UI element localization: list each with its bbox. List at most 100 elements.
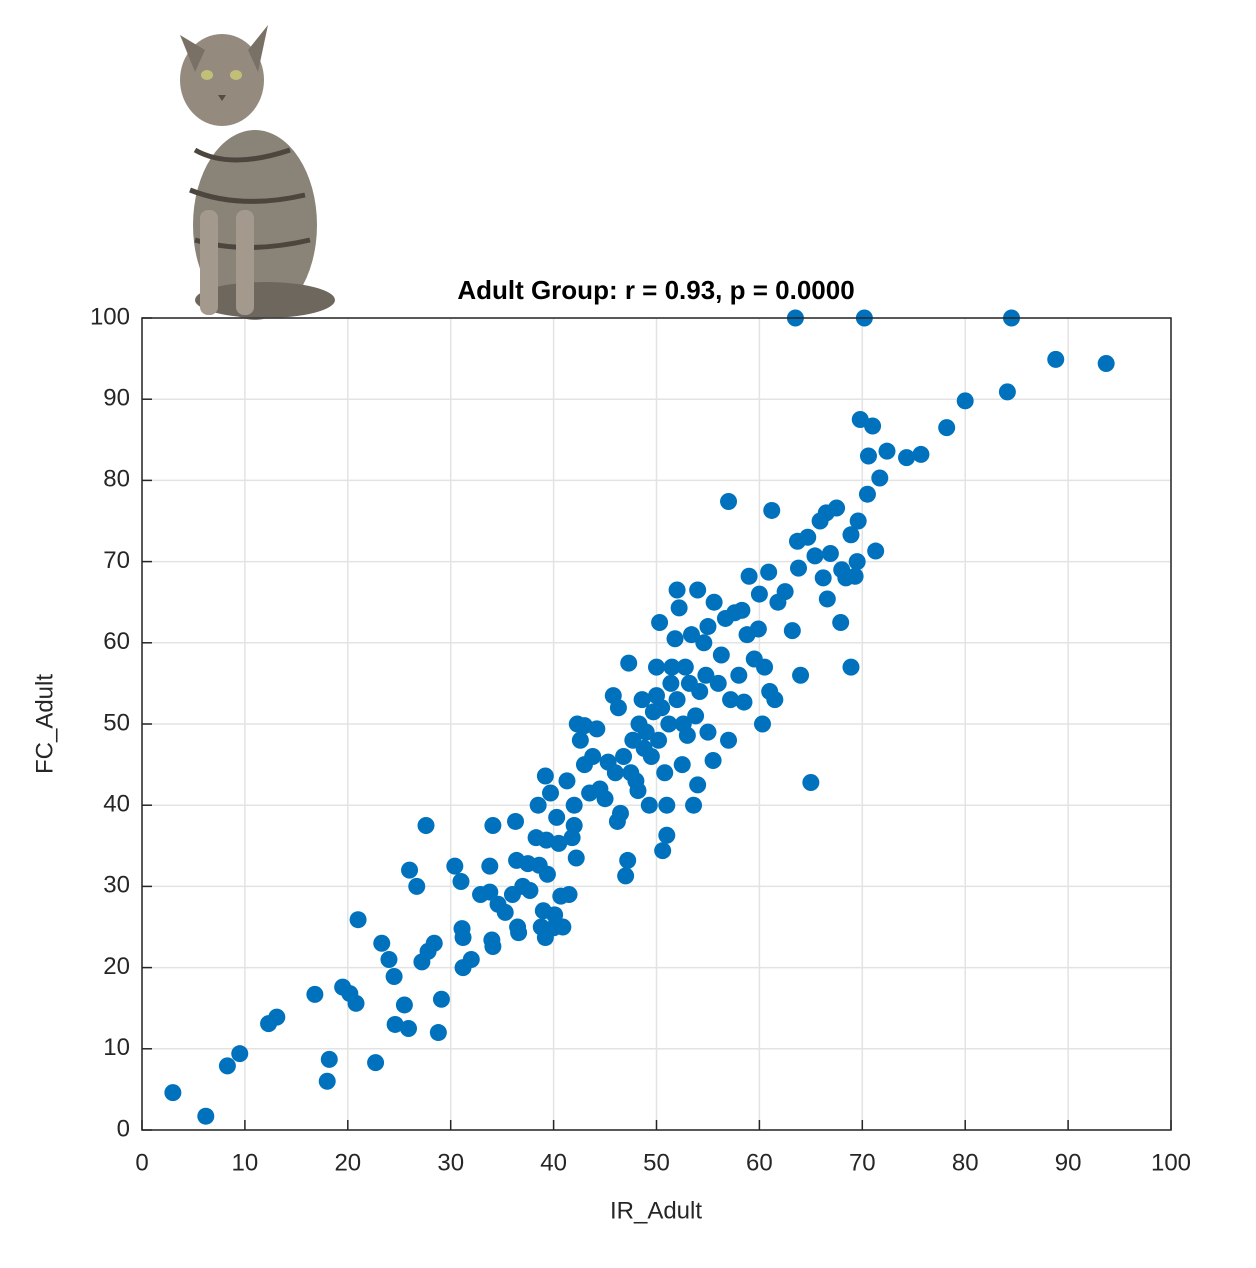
point	[380, 950, 398, 968]
point	[735, 693, 753, 711]
point	[818, 590, 836, 608]
point	[306, 985, 324, 1003]
y-tick-label: 20	[103, 953, 130, 980]
point	[653, 699, 671, 717]
point	[878, 442, 896, 460]
cat-photo	[180, 25, 335, 320]
point	[197, 1107, 215, 1125]
y-axis-label: FC_Adult	[31, 674, 58, 774]
point	[432, 990, 450, 1008]
point	[756, 658, 774, 676]
x-tick-label: 10	[232, 1149, 259, 1176]
x-tick-label: 70	[849, 1149, 876, 1176]
point	[712, 646, 730, 664]
point	[705, 593, 723, 611]
point	[776, 583, 794, 601]
point	[763, 501, 781, 519]
ticks: 0 10 20 30 40 50 60 70 80 90 100 0 10 20 30 40 50 60 70 80 9…	[90, 303, 1191, 1176]
point	[704, 752, 722, 770]
point	[832, 614, 850, 631]
point	[611, 804, 629, 822]
point	[620, 654, 638, 672]
point	[619, 851, 637, 869]
point	[615, 747, 633, 765]
y-tick-label: 70	[103, 547, 130, 574]
y-tick-label: 80	[103, 466, 130, 493]
point	[663, 658, 681, 676]
point	[481, 857, 499, 875]
x-tick-label: 20	[334, 1149, 361, 1176]
point	[660, 715, 678, 733]
y-tick-label: 30	[103, 872, 130, 899]
point	[408, 877, 426, 895]
point	[538, 865, 556, 883]
point	[691, 683, 709, 701]
x-tick-label: 0	[135, 1149, 148, 1176]
point	[749, 620, 767, 638]
point	[584, 747, 602, 765]
point	[673, 756, 691, 774]
point	[550, 834, 568, 852]
point	[510, 924, 528, 942]
y-tick-label: 0	[117, 1115, 130, 1142]
point	[766, 691, 784, 709]
point	[848, 553, 866, 571]
point	[484, 817, 502, 834]
point	[730, 666, 748, 684]
point	[640, 796, 658, 814]
y-tick-label: 60	[103, 628, 130, 655]
x-tick-label: 90	[1055, 1149, 1082, 1176]
point	[790, 559, 808, 577]
point	[484, 937, 502, 955]
point	[606, 764, 624, 782]
point	[560, 886, 578, 904]
point	[320, 1050, 338, 1068]
point	[349, 911, 367, 929]
point	[842, 658, 860, 676]
point	[567, 849, 585, 867]
x-tick-label: 40	[540, 1149, 567, 1176]
point	[373, 934, 391, 952]
point	[446, 857, 464, 875]
point	[720, 493, 738, 511]
point	[231, 1045, 249, 1063]
point	[651, 614, 669, 631]
point	[318, 1072, 336, 1090]
point	[218, 1057, 236, 1075]
point	[678, 726, 696, 744]
point	[912, 445, 930, 463]
point	[629, 782, 647, 800]
point	[859, 447, 877, 465]
point	[666, 630, 684, 648]
chart-title: Adult Group: r = 0.93, p = 0.0000	[457, 275, 854, 305]
point	[565, 817, 583, 834]
point	[753, 715, 771, 733]
y-tick-label: 90	[103, 385, 130, 412]
point	[814, 569, 832, 587]
point	[536, 767, 554, 785]
grid	[141, 317, 1172, 1131]
point	[828, 499, 846, 517]
x-tick-label: 60	[746, 1149, 773, 1176]
point	[548, 808, 566, 826]
point	[452, 873, 470, 891]
point	[697, 666, 715, 684]
point	[802, 773, 820, 791]
point	[699, 618, 717, 636]
point	[662, 674, 680, 692]
point	[709, 674, 727, 692]
point	[682, 626, 700, 644]
point	[425, 934, 443, 952]
y-tick-label: 10	[103, 1034, 130, 1061]
point	[367, 1054, 385, 1072]
point	[609, 699, 627, 717]
point	[658, 826, 676, 844]
point	[554, 918, 572, 936]
point	[668, 581, 686, 599]
x-tick-label: 100	[1151, 1149, 1191, 1176]
point	[650, 731, 668, 749]
x-tick-label: 30	[437, 1149, 464, 1176]
point	[846, 567, 864, 585]
point	[760, 563, 778, 581]
